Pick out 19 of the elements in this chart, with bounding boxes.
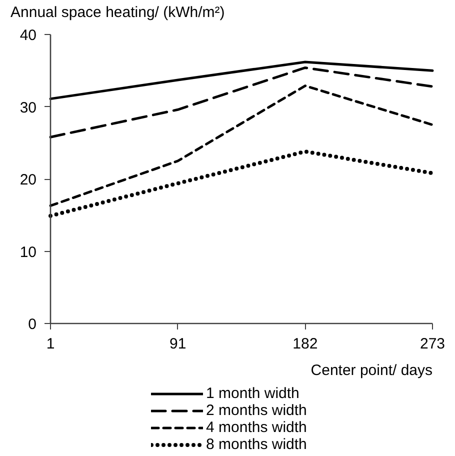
x-tick-label: 182 <box>292 336 318 352</box>
x-tick-label: 91 <box>169 336 186 352</box>
legend-label: 2 months width <box>206 402 307 419</box>
y-axis-title: Annual space heating/ (kWh/m²) <box>10 4 225 21</box>
y-tick-label: 10 <box>20 244 37 261</box>
line-series <box>48 150 434 218</box>
y-tick-label: 30 <box>20 99 37 116</box>
line-series <box>49 84 434 207</box>
legend-label: 8 months width <box>206 436 307 453</box>
x-axis-title: Center point/ days <box>310 362 433 379</box>
legend-label: 4 months width <box>206 419 307 436</box>
y-tick-label: 40 <box>20 27 37 44</box>
x-tick-label: 273 <box>420 336 446 352</box>
y-tick-label: 20 <box>20 172 37 188</box>
line-series <box>49 60 434 100</box>
x-tick-label: 1 <box>46 336 55 352</box>
legend-label: 1 month width <box>206 385 300 402</box>
line-series <box>49 66 434 138</box>
y-tick-label: 0 <box>28 316 36 333</box>
